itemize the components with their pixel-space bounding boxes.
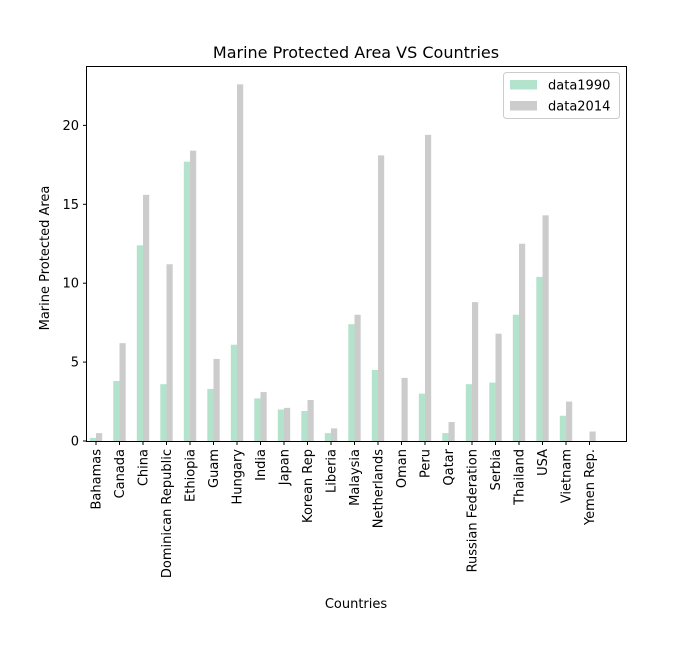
chart-title: Marine Protected Area VS Countries — [213, 43, 499, 62]
y-tick-label-1: 5 — [71, 356, 79, 371]
bar-data2014-4 — [190, 150, 197, 441]
bar-data1990-10 — [324, 433, 331, 441]
x-tick-label-18: Thailand — [513, 449, 528, 506]
bar-data2014-10 — [331, 428, 338, 441]
bar-data2014-6 — [237, 84, 244, 442]
bar-data1990-3 — [160, 384, 167, 441]
bar-data1990-19 — [536, 276, 543, 441]
x-tick-label-21: Yemen Rep. — [583, 449, 598, 526]
x-tick-label-3: Dominican Republic — [160, 449, 175, 578]
y-tick-label-3: 15 — [62, 198, 79, 213]
bar-data2014-21 — [589, 431, 596, 441]
bar-data2014-5 — [213, 358, 220, 441]
bar-data2014-15 — [448, 422, 455, 441]
x-tick-label-1: Canada — [113, 449, 128, 498]
bar-data1990-16 — [465, 384, 472, 441]
bar-data2014-1 — [119, 343, 126, 441]
bar-data1990-5 — [207, 388, 214, 441]
legend: data1990 data2014 — [503, 72, 620, 119]
x-tick-label-12: Netherlands — [372, 449, 387, 528]
bar-data1990-14 — [418, 393, 425, 441]
bar-data1990-7 — [254, 398, 261, 441]
bar-data2014-13 — [401, 377, 408, 441]
bar-data2014-20 — [566, 401, 573, 441]
x-tick-label-8: Japan — [278, 449, 293, 486]
x-tick-label-16: Russian Federation — [466, 449, 481, 572]
bar-data1990-18 — [512, 314, 519, 441]
x-tick-label-9: Korean Rep — [301, 449, 316, 523]
y-tick-label-2: 10 — [62, 277, 79, 292]
y-axis-ticks: 0 5 10 15 20 — [62, 119, 87, 450]
legend-label-data1990: data1990 — [548, 79, 610, 94]
bar-data2014-16 — [472, 302, 479, 441]
x-tick-label-14: Peru — [419, 449, 434, 478]
bar-data1990-20 — [559, 415, 566, 441]
bar-data2014-11 — [354, 314, 361, 441]
bar-data2014-3 — [166, 264, 173, 441]
x-tick-label-20: Vietnam — [560, 449, 575, 503]
bar-data1990-9 — [301, 411, 308, 441]
x-tick-label-2: China — [137, 449, 152, 486]
x-tick-label-0: Bahamas — [90, 449, 105, 510]
y-tick-label-0: 0 — [71, 435, 79, 450]
bars-group — [89, 84, 596, 442]
bar-data2014-19 — [542, 215, 549, 441]
bar-data1990-2 — [136, 245, 143, 441]
x-axis-label: Countries — [325, 597, 388, 612]
x-tick-label-4: Ethiopia — [184, 449, 199, 502]
bar-data1990-0 — [89, 437, 96, 441]
bar-data2014-12 — [378, 155, 385, 441]
legend-swatch-data1990 — [510, 80, 537, 90]
x-tick-label-10: Liberia — [325, 449, 340, 493]
bar-data1990-15 — [442, 433, 449, 441]
bar-data2014-14 — [425, 134, 432, 441]
bar-data2014-8 — [284, 407, 291, 441]
bar-data1990-1 — [113, 381, 120, 441]
legend-label-data2014: data2014 — [548, 100, 610, 115]
bar-data2014-7 — [260, 392, 267, 441]
bar-data1990-8 — [277, 409, 284, 441]
x-tick-label-5: Guam — [207, 449, 222, 488]
legend-swatch-data2014 — [510, 101, 537, 111]
x-tick-label-19: USA — [536, 449, 551, 476]
x-tick-label-7: India — [254, 449, 269, 481]
x-tick-label-15: Qatar — [442, 448, 457, 485]
y-tick-label-4: 20 — [62, 119, 79, 134]
bar-data1990-12 — [371, 369, 378, 441]
bar-data1990-4 — [183, 161, 190, 442]
x-tick-label-17: Serbia — [489, 449, 504, 490]
y-axis-label: Marine Protected Area — [38, 186, 53, 331]
bar-data1990-17 — [489, 382, 496, 441]
bar-data1990-11 — [348, 324, 355, 441]
bar-data1990-6 — [230, 344, 237, 441]
x-tick-label-6: Hungary — [231, 449, 246, 505]
x-axis-ticks: Bahamas Canada China Dominican Republic Ethi… — [90, 441, 598, 578]
bar-data2014-9 — [307, 399, 314, 441]
bar-data2014-0 — [96, 433, 103, 441]
bar-data2014-17 — [495, 333, 502, 441]
x-tick-label-13: Oman — [395, 449, 410, 488]
x-tick-label-11: Malaysia — [348, 449, 363, 506]
bar-data2014-18 — [519, 243, 526, 441]
bar-data2014-2 — [143, 194, 150, 441]
plot-frame — [86, 66, 627, 442]
